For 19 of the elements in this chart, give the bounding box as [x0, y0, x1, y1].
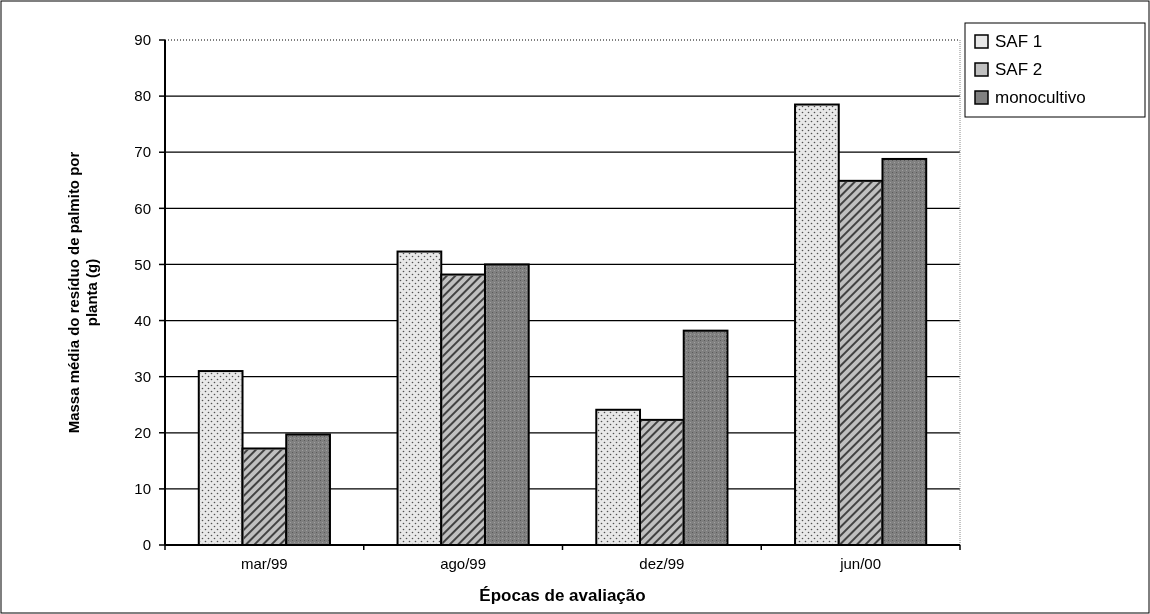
y-tick-label: 70 — [134, 143, 151, 161]
y-tick-label: 60 — [134, 199, 151, 217]
x-axis-title: Épocas de avaliação — [479, 586, 646, 605]
y-tick-label: 30 — [134, 367, 151, 385]
y-tick-label: 20 — [134, 424, 151, 442]
y-tick-label: 50 — [134, 255, 151, 273]
x-tick-label: dez/99 — [639, 555, 685, 572]
x-tick-label: jun/00 — [839, 555, 882, 572]
legend-label: monocultivo — [995, 88, 1086, 108]
y-tick-label: 0 — [142, 536, 151, 554]
y-tick-label: 90 — [134, 31, 151, 49]
y-tick-label: 40 — [134, 311, 151, 329]
x-tick-label: ago/99 — [440, 555, 487, 572]
legend-label: SAF 1 — [995, 32, 1043, 52]
y-tick-label: 80 — [134, 87, 151, 105]
y-axis-title: Massa média do resíduo de palmito por planta (g) — [64, 151, 101, 434]
x-tick-label: mar/99 — [241, 555, 288, 572]
y-tick-label: 10 — [134, 480, 151, 498]
legend-label: SAF 2 — [995, 60, 1043, 80]
